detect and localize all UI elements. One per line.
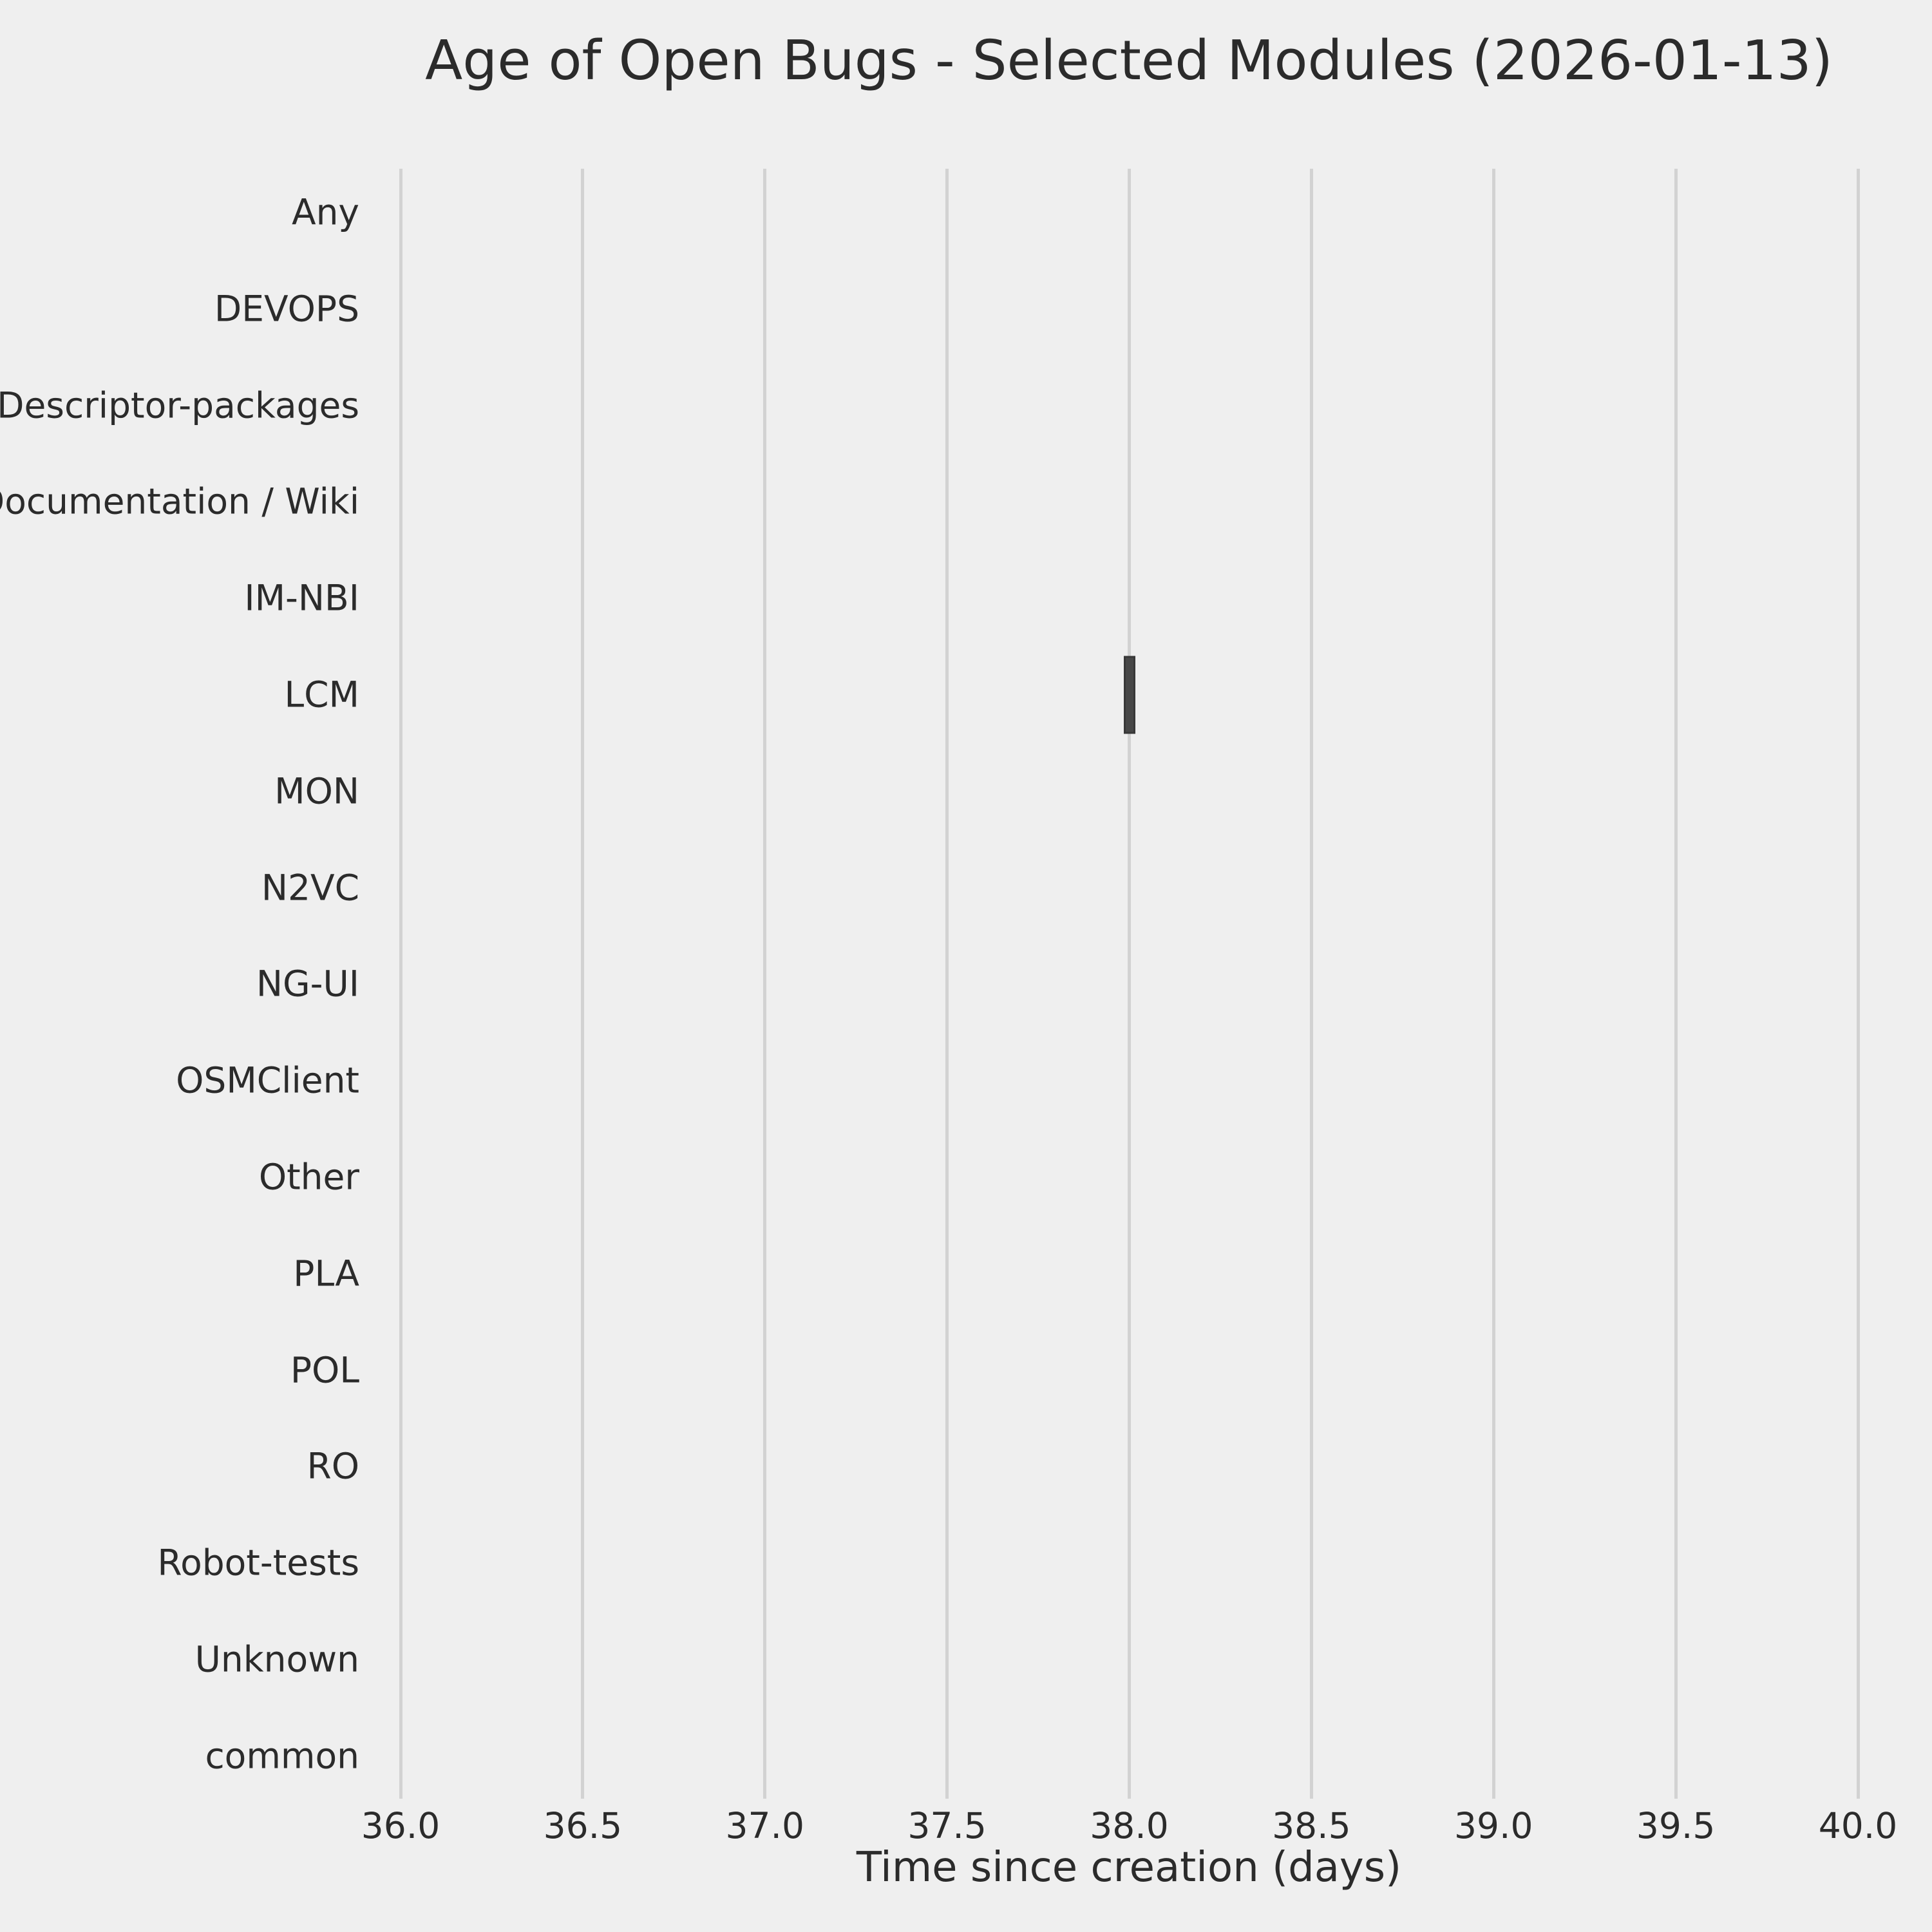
y-tick-label: Robot-tests xyxy=(157,1542,359,1584)
y-tick-label: Descriptor-packages xyxy=(0,384,359,426)
x-tick-label: 38.0 xyxy=(1090,1805,1169,1846)
x-tick-label: 39.0 xyxy=(1454,1805,1533,1846)
gridline-x-36.5 xyxy=(581,169,585,1799)
gridline-x-40.0 xyxy=(1856,169,1860,1799)
gridline-x-39.0 xyxy=(1492,169,1495,1799)
y-tick-label: Other xyxy=(258,1156,359,1198)
y-tick-label: Any xyxy=(291,191,359,233)
gridline-x-38.0 xyxy=(1128,169,1131,1799)
y-tick-label: Documentation / Wiki xyxy=(0,480,359,522)
y-tick-label: DEVOPS xyxy=(214,288,359,330)
y-tick-label: N2VC xyxy=(261,867,359,909)
x-tick-label: 36.0 xyxy=(361,1805,440,1846)
gridline-x-36.0 xyxy=(399,169,402,1799)
x-tick-label: 37.5 xyxy=(907,1805,987,1846)
y-tick-label: OSMClient xyxy=(176,1059,359,1101)
gridline-x-37.0 xyxy=(763,169,767,1799)
y-tick-label: POL xyxy=(290,1349,359,1391)
chart-title: Age of Open Bugs - Selected Modules (202… xyxy=(425,29,1833,93)
y-tick-label: PLA xyxy=(293,1253,359,1294)
y-tick-label: RO xyxy=(307,1445,359,1487)
y-tick-label: NG-UI xyxy=(256,963,359,1005)
gridline-x-37.5 xyxy=(945,169,949,1799)
y-tick-label: IM-NBI xyxy=(244,577,359,619)
x-tick-label: 39.5 xyxy=(1636,1805,1716,1846)
y-tick-label: LCM xyxy=(284,674,360,715)
y-tick-label: common xyxy=(205,1735,359,1777)
x-tick-label: 38.5 xyxy=(1272,1805,1351,1846)
y-tick-label: Unknown xyxy=(194,1638,359,1680)
x-tick-label: 40.0 xyxy=(1818,1805,1898,1846)
y-tick-label: MON xyxy=(274,770,359,812)
box-mark-lcm xyxy=(1123,656,1135,734)
x-axis-label: Time since creation (days) xyxy=(856,1844,1402,1891)
gridline-x-39.5 xyxy=(1674,169,1678,1799)
x-tick-label: 37.0 xyxy=(725,1805,804,1846)
x-tick-label: 36.5 xyxy=(543,1805,623,1846)
gridline-x-38.5 xyxy=(1309,169,1313,1799)
